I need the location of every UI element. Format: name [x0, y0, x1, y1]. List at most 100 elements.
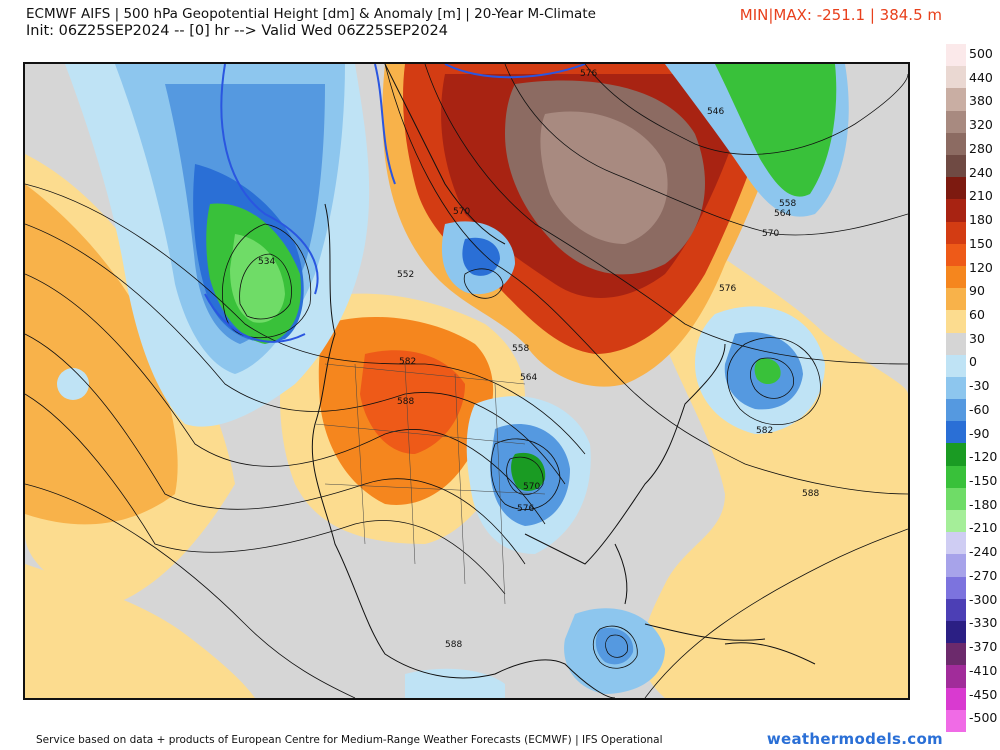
legend-label: -30 [969, 378, 990, 394]
contour-label: 588 [397, 397, 414, 407]
legend-swatch [946, 354, 966, 378]
contour-label: 570 [523, 482, 540, 492]
legend-swatch [946, 576, 966, 600]
legend-swatch [946, 665, 966, 689]
anomaly-fill-pacific-orange [25, 184, 178, 525]
legend-label: 210 [969, 188, 993, 204]
legend-swatch [946, 376, 966, 400]
coastline-outline [311, 64, 816, 698]
legend-label: 120 [969, 259, 993, 275]
anomaly-fill-hudson-low-core [462, 237, 500, 276]
anomaly-fill-greenland-lightbrown [540, 111, 668, 244]
legend-label: 280 [969, 140, 993, 156]
legend-label: -330 [969, 615, 998, 631]
legend-swatch [946, 399, 966, 422]
legend-label: 180 [969, 212, 993, 228]
contour-label: 576 [580, 69, 597, 79]
legend-swatch [946, 421, 966, 444]
legend-swatch [946, 265, 966, 289]
legend-label: -180 [969, 496, 998, 512]
legend-label: 380 [969, 93, 993, 109]
legend-label: 150 [969, 235, 993, 251]
min-max-readout: MIN|MAX: -251.1 | 384.5 m [739, 6, 942, 24]
contour-label: 558 [512, 344, 529, 354]
legend-label: -270 [969, 567, 998, 583]
legend-label: -500 [969, 710, 998, 726]
height-contours [25, 64, 908, 698]
legend-swatch [946, 132, 966, 156]
legend-swatch [946, 154, 966, 178]
contour-label: 582 [399, 357, 416, 367]
state-borders [314, 363, 546, 605]
anomaly-fill-pacific-small-low [57, 368, 89, 400]
legend-swatch [946, 310, 966, 333]
legend-swatch [946, 177, 966, 200]
map-init-valid-time: Init: 06Z25SEP2024 -- [0] hr --> Valid W… [26, 23, 448, 39]
anomaly-fill-se-low-core [511, 452, 546, 491]
legend-swatch [946, 443, 966, 467]
legend-swatch [946, 44, 966, 67]
anomaly-map: 534 552 558 564 570 576 582 588 546 558 … [23, 62, 910, 700]
legend-label: 320 [969, 117, 993, 133]
map-title: ECMWF AIFS | 500 hPa Geopotential Height… [26, 6, 596, 22]
legend-label: -240 [969, 544, 998, 560]
contour-label: 546 [707, 107, 724, 117]
legend-swatch [946, 598, 966, 622]
legend-swatch [946, 88, 966, 112]
contour-label: 570 [453, 207, 470, 217]
legend-swatch [946, 643, 966, 666]
contour-label: 558 [779, 199, 796, 209]
legend-label: 90 [969, 283, 985, 299]
legend-label: -370 [969, 639, 998, 655]
legend-swatch [946, 288, 966, 311]
legend-label: 30 [969, 330, 985, 346]
legend-label: 240 [969, 164, 993, 180]
contour-label: 534 [258, 257, 275, 267]
legend-label: 0 [969, 354, 977, 370]
contour-label: 588 [445, 640, 462, 650]
legend-label: 440 [969, 69, 993, 85]
contour-label: 564 [774, 209, 791, 219]
footer-credit: Service based on data + products of Euro… [36, 734, 663, 746]
brand-link[interactable]: weathermodels.com [766, 730, 943, 748]
anomaly-fill-atlantic-low-core [754, 358, 781, 385]
legend-label: -210 [969, 520, 998, 536]
contour-label: 570 [762, 229, 779, 239]
contour-label: 552 [397, 270, 414, 280]
contour-label: 564 [520, 373, 537, 383]
contour-label: 576 [719, 284, 736, 294]
legend-swatch [946, 465, 966, 489]
legend-swatch [946, 243, 966, 267]
legend-swatch [946, 687, 966, 711]
legend-swatch [946, 487, 966, 511]
legend-label: -60 [969, 401, 990, 417]
legend-swatch [946, 532, 966, 555]
anomaly-fill-west-trough-lightgreen [230, 234, 285, 323]
legend-swatch [946, 332, 966, 356]
legend-swatch [946, 554, 966, 578]
anomaly-fill-eastpac-yellow [25, 564, 255, 698]
anomaly-fill-ne-trough-green [715, 64, 837, 197]
legend-label: -450 [969, 686, 998, 702]
legend-label: 60 [969, 306, 985, 322]
legend-label: -300 [969, 591, 998, 607]
legend-swatch [946, 621, 966, 644]
legend-label: 500 [969, 46, 993, 61]
legend-swatch [946, 221, 966, 245]
legend-label: -120 [969, 449, 998, 465]
contour-labels: 534 552 558 564 570 576 582 588 546 558 … [258, 69, 819, 650]
map-canvas: 534 552 558 564 570 576 582 588 546 558 … [25, 64, 908, 698]
anomaly-fill-gulf-blue [405, 668, 505, 698]
contour-label: 576 [517, 504, 534, 514]
contour-label: 582 [756, 426, 773, 436]
color-legend [946, 44, 966, 733]
legend-swatch [946, 510, 966, 533]
legend-swatch [946, 709, 966, 733]
legend-label: -90 [969, 425, 990, 441]
legend-swatch [946, 199, 966, 223]
legend-swatch [946, 110, 966, 134]
legend-swatch [946, 66, 966, 89]
legend-label: -410 [969, 662, 998, 678]
anomaly-fill-ridge-red [360, 350, 465, 454]
thick-contours [204, 64, 586, 343]
